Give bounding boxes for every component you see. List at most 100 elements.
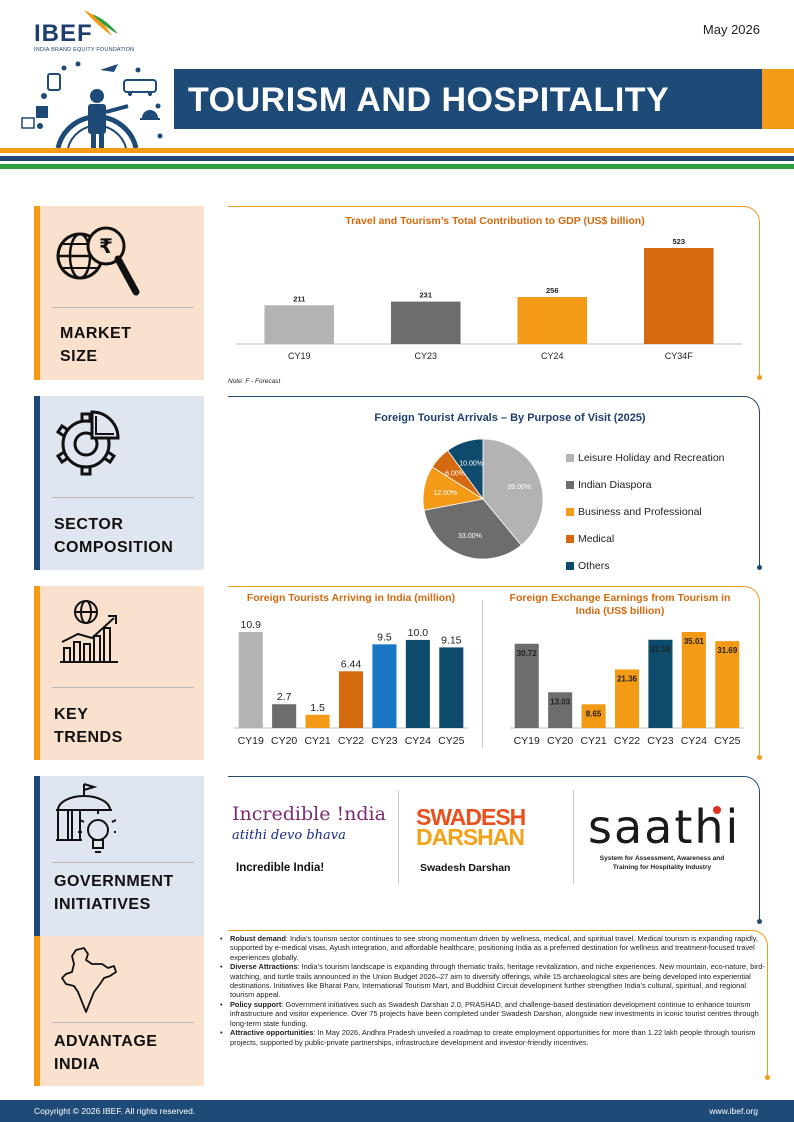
bar (439, 647, 464, 728)
advantage-item-text: : In May 2026, Andhra Pradesh unveiled a… (230, 1028, 756, 1047)
globe-rupee-magnifier-icon: ₹ (56, 226, 140, 296)
category-tick-label: CY19 (238, 735, 264, 747)
category-tick-label: CY24 (405, 735, 431, 747)
category-tick-label: CY20 (547, 735, 573, 747)
legend-label: Others (578, 559, 610, 572)
key-trends-divider (52, 687, 194, 688)
category-tick-label: CY24 (541, 351, 564, 361)
bar-value-label: 2.7 (277, 691, 292, 703)
bar (681, 632, 706, 728)
category-tick-label: CY22 (338, 735, 364, 747)
legend-entry: Indian Diaspora (566, 471, 746, 498)
category-tick-label: CY34F (665, 351, 694, 361)
government-building-bulb-icon (56, 783, 116, 853)
ibef-logo[interactable]: IBEF (34, 20, 93, 47)
advantage-panel-dot (765, 1075, 770, 1080)
government-initiatives-card (40, 776, 204, 950)
incredible-india-caption: Incredible India! (236, 862, 325, 874)
category-tick-label: CY20 (271, 735, 297, 747)
bar-value-label: 31.69 (717, 646, 738, 655)
saathi-caption: System for Assessment, Awareness and Tra… (599, 855, 725, 871)
incredible-india-tagline: atithi devo bhava (232, 828, 346, 843)
bar-value-label: 9.5 (377, 631, 392, 643)
page-title: TOURISM AND HOSPITALITY (188, 81, 670, 119)
bar (390, 301, 461, 344)
advantage-item: Attractive opportunities: In May 2026, A… (220, 1028, 768, 1047)
svg-text:₹: ₹ (99, 234, 113, 258)
advantage-item-label: Policy support (230, 1000, 282, 1010)
key-trends-accent (34, 586, 40, 760)
bar-value-label: 13.03 (550, 697, 571, 706)
bar (238, 632, 263, 728)
bar-value-label: 32.18 (650, 645, 671, 654)
pie-slice-label: 12.00% (433, 490, 457, 497)
bar (614, 669, 640, 728)
swadesh-darshan-logo-top[interactable]: SWADESH (416, 804, 526, 830)
category-tick-label: CY22 (614, 735, 640, 747)
bar-value-label: 256 (546, 286, 559, 295)
category-tick-label: CY25 (714, 735, 740, 747)
category-tick-label: CY21 (304, 735, 330, 747)
swadesh-darshan-logo-bottom[interactable]: DARSHAN (416, 824, 525, 850)
bar (548, 692, 573, 728)
bar-value-label: 1.5 (310, 702, 325, 714)
category-tick-label: CY19 (288, 351, 311, 361)
bar (715, 641, 740, 728)
stripe-navy (0, 156, 794, 161)
legend-label: Leisure Holiday and Recreation (578, 451, 725, 464)
legend-swatch (566, 507, 574, 516)
category-tick-label: CY23 (414, 351, 437, 361)
bar-value-label: 231 (419, 291, 432, 300)
legend-label: Medical (578, 532, 615, 545)
advantage-item-text: : Government initiatives such as Swadesh… (230, 1000, 759, 1028)
market-size-line1: MARKET (60, 325, 132, 342)
trends-panel-dot (757, 755, 762, 760)
ibef-logo-subtitle: INDIA BRAND EQUITY FOUNDATION (34, 47, 135, 53)
bar (648, 639, 673, 728)
forex-chart-title: Foreign Exchange Earnings from Tourism i… (509, 592, 731, 617)
advantage-item-label: Diverse Attractions (230, 962, 298, 972)
sector-composition-divider (52, 497, 194, 498)
bar-value-label: 35.01 (684, 637, 705, 646)
sector-panel-dot (757, 565, 762, 570)
category-tick-label: CY24 (681, 735, 707, 747)
bar-value-label: 30.72 (517, 649, 538, 658)
incredible-india-logo[interactable]: Incredible !ndia (232, 803, 386, 825)
pie-slice (482, 438, 544, 546)
pie-slice-label: 33.00% (458, 533, 482, 540)
legend-swatch (566, 480, 574, 489)
key-trends-label: KEY TRENDS (54, 703, 123, 749)
stripe-orange (0, 148, 794, 153)
government-initiatives-line2: INITIATIVES (54, 896, 151, 913)
market-size-line2: SIZE (60, 348, 98, 365)
legend-label: Business and Professional (578, 505, 702, 518)
footer-copyright: Copyright © 2026 IBEF. All rights reserv… (34, 1106, 196, 1116)
bar (514, 643, 539, 728)
gov-separator-1 (398, 790, 399, 884)
bar (643, 248, 714, 344)
government-panel-frame (228, 776, 760, 920)
market-size-accent (34, 206, 40, 380)
government-initiatives-accent (34, 776, 40, 950)
market-size-divider (52, 307, 194, 308)
sector-composition-card (40, 396, 204, 570)
advantage-item-label: Attractive opportunities (230, 1028, 314, 1038)
bar (581, 704, 606, 728)
advantage-india-card (40, 936, 204, 1086)
advantage-india-line2: INDIA (54, 1056, 101, 1073)
gov-separator-2 (573, 790, 574, 884)
legend-swatch (566, 561, 574, 570)
gdp-chart-note: Note: F - Forecast (228, 378, 281, 385)
footer-website-link[interactable]: www.ibef.org (709, 1106, 758, 1116)
sector-composition-accent (34, 396, 40, 570)
arrivals-chart-title: Foreign Tourists Arriving in India (mill… (246, 592, 456, 604)
key-trends-card (40, 586, 204, 760)
gdp-chart-title: Travel and Tourism’s Total Contribution … (345, 215, 645, 227)
pie-slice-label: 39.00% (507, 484, 531, 491)
legend-label: Indian Diaspora (578, 478, 652, 491)
sector-panel-frame (228, 396, 760, 566)
pie-slice-label: 10.00% (459, 460, 483, 467)
advantage-india-line1: ADVANTAGE (54, 1033, 158, 1050)
key-trends-line2: TRENDS (54, 729, 123, 746)
header: IBEF INDIA BRAND EQUITY FOUNDATION May 2… (0, 0, 794, 170)
